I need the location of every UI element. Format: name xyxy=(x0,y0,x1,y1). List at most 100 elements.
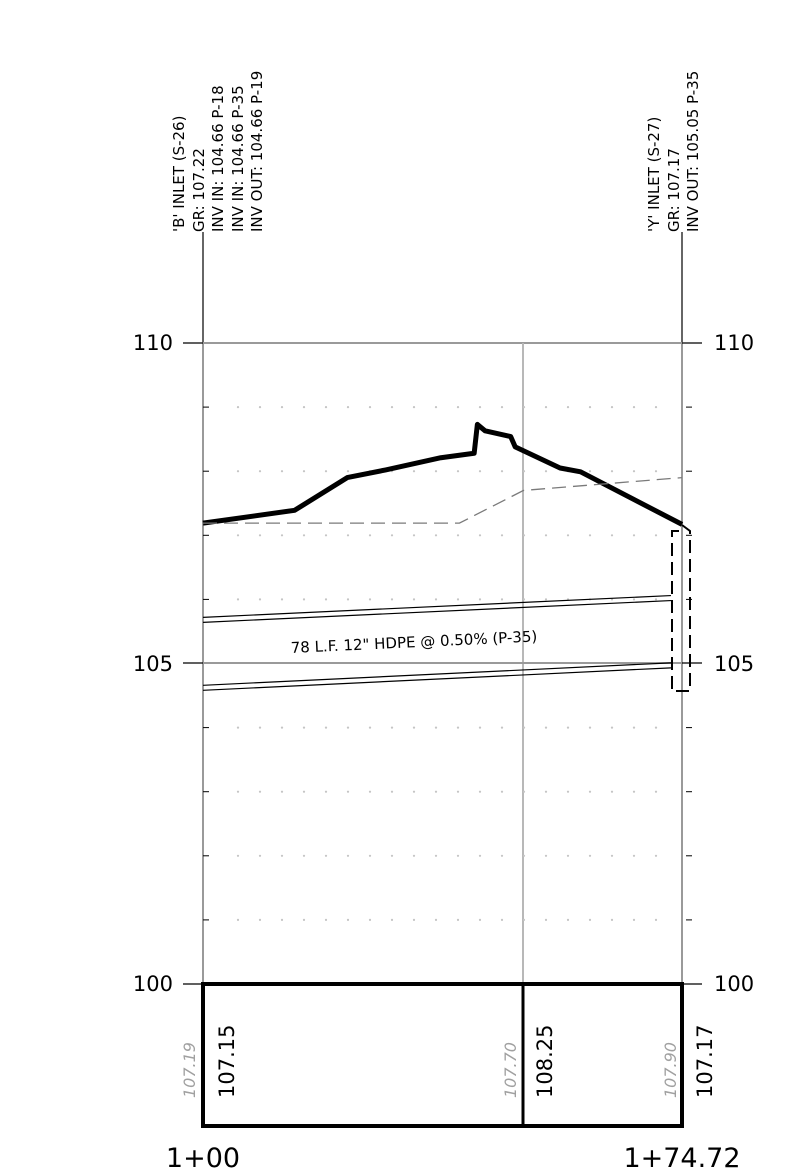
grid-dot xyxy=(500,534,504,537)
grid-dot xyxy=(412,918,416,922)
grid-dot xyxy=(478,470,482,473)
proposed-elev-1: 108.25 xyxy=(533,1025,557,1098)
grid-dot xyxy=(390,726,394,729)
elevation-ticks xyxy=(203,406,692,921)
grid-dot xyxy=(456,918,460,922)
left-structure-line: INV OUT: 104.66 P-19 xyxy=(248,71,266,232)
station-start: 1+00 xyxy=(166,1143,240,1174)
existing-elev-1: 107.70 xyxy=(501,1042,520,1098)
grid-dot xyxy=(324,726,328,729)
grid-dot xyxy=(500,406,504,409)
grid-dot xyxy=(522,726,526,729)
grid-dot xyxy=(280,854,284,857)
grid-dot xyxy=(412,598,416,601)
pipe-invert-line xyxy=(202,667,672,691)
grid-dot xyxy=(236,406,240,409)
grid-dot xyxy=(390,790,394,793)
grid-dot xyxy=(610,918,614,922)
right-elev-label-100: 100 xyxy=(714,972,754,996)
proposed-grade-line xyxy=(202,421,684,527)
profile-series xyxy=(202,421,684,691)
right-structure-box xyxy=(671,524,691,692)
grid-dot xyxy=(324,534,328,537)
grid-dot xyxy=(302,854,306,857)
grid-dot xyxy=(324,918,328,922)
left-elev-label-100: 100 xyxy=(133,972,173,996)
grid-dot xyxy=(522,918,526,922)
grid-dot xyxy=(456,790,460,793)
grid-dot xyxy=(500,854,504,857)
right-structure-line: INV OUT: 105.05 P-35 xyxy=(684,71,702,232)
grid-dot xyxy=(258,790,262,793)
left-elev-label-105: 105 xyxy=(133,652,173,676)
grid-dot xyxy=(500,598,504,601)
left-elevation-labels: 110 105 100 xyxy=(133,331,203,996)
grid-dot xyxy=(566,726,570,729)
grid-dot xyxy=(368,726,372,729)
grid-dot xyxy=(434,406,438,409)
right-structure-annotation: 'Y' INLET (S-27) GR: 107.17 INV OUT: 105… xyxy=(645,71,702,232)
grid-dot xyxy=(544,598,548,601)
grid-dot xyxy=(632,854,636,857)
grid-dot xyxy=(654,598,658,601)
grid-dot xyxy=(544,534,548,537)
pipe-crown-line xyxy=(202,594,672,618)
grid-dot xyxy=(258,726,262,729)
grid-dot xyxy=(610,790,614,793)
grid-dot xyxy=(280,726,284,729)
grid-dot xyxy=(478,918,482,922)
grid-dot xyxy=(280,918,284,922)
grid-dot xyxy=(566,406,570,409)
grid-dot xyxy=(654,470,658,473)
grid-dot xyxy=(632,470,636,473)
existing-elev-0: 107.19 xyxy=(180,1042,199,1098)
grid-dot xyxy=(544,726,548,729)
grid-dot xyxy=(478,534,482,537)
grid-dot xyxy=(346,790,350,793)
grid-dot xyxy=(302,534,306,537)
grid-dot xyxy=(610,534,614,537)
grid-dot xyxy=(522,598,526,601)
grid-dot xyxy=(236,598,240,601)
grid-dot xyxy=(412,854,416,857)
right-structure-line: 'Y' INLET (S-27) xyxy=(645,117,663,232)
grid-dot xyxy=(258,918,262,922)
profile-grid xyxy=(202,342,692,985)
grid-dot xyxy=(610,854,614,857)
grid-dot xyxy=(544,406,548,409)
grid-dot xyxy=(544,854,548,857)
grid-dot xyxy=(566,854,570,857)
grid-dot xyxy=(434,534,438,537)
grid-dot xyxy=(500,918,504,922)
grid-dot xyxy=(478,854,482,857)
grid-dot xyxy=(478,726,482,729)
grid-dot xyxy=(610,406,614,409)
proposed-elev-2: 107.17 xyxy=(693,1025,717,1098)
grid-dot xyxy=(390,406,394,409)
grid-dot xyxy=(456,726,460,729)
grid-dot xyxy=(412,726,416,729)
grid-dot xyxy=(478,406,482,409)
grid-dot xyxy=(654,534,658,537)
grid-dot xyxy=(566,790,570,793)
grid-dot xyxy=(588,534,592,537)
grid-dot xyxy=(258,534,262,537)
grid-dot xyxy=(346,918,350,922)
grid-dot xyxy=(236,534,240,537)
grid-dot xyxy=(324,406,328,409)
grid-dot xyxy=(346,534,350,537)
grid-dot-rows xyxy=(236,406,658,922)
grid-dot xyxy=(566,918,570,922)
grid-dot xyxy=(412,470,416,473)
grid-dot xyxy=(368,406,372,409)
left-elev-label-110: 110 xyxy=(133,331,173,355)
grid-dot xyxy=(654,854,658,857)
grid-dot xyxy=(302,790,306,793)
grid-dot xyxy=(500,726,504,729)
proposed-elev-0: 107.15 xyxy=(215,1025,239,1098)
pipe-crown-line xyxy=(202,599,672,623)
grid-dot xyxy=(258,598,262,601)
grid-dot xyxy=(280,534,284,537)
grid-dot xyxy=(522,790,526,793)
grid-dot xyxy=(434,598,438,601)
